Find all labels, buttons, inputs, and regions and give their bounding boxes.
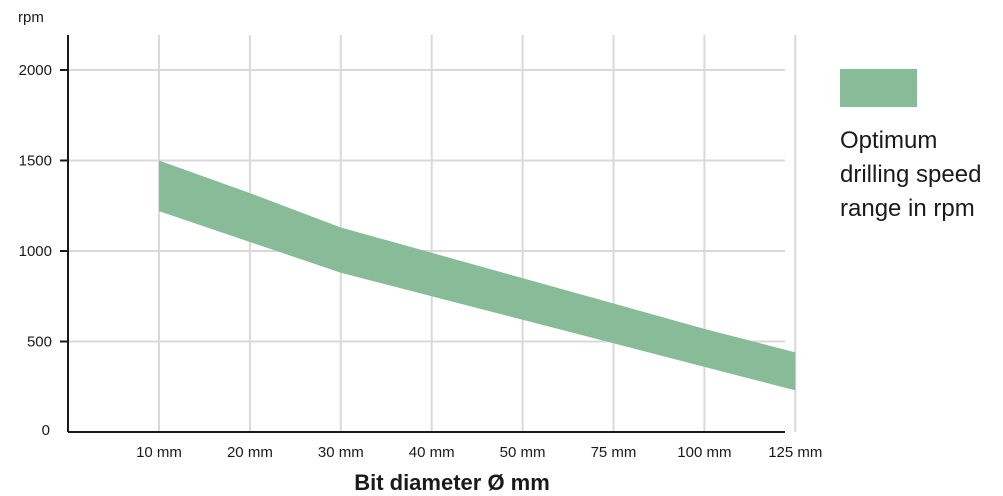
legend-label: Optimum drilling speed range in rpm <box>840 124 1003 226</box>
legend-line-2: drilling speed <box>840 161 982 188</box>
y-tick-label-0: 0 <box>42 422 50 439</box>
axes <box>60 35 785 433</box>
x-tick-label-3: 40 mm <box>409 444 455 461</box>
x-tick-labels: 10 mm 20 mm 30 mm 40 mm 50 mm 75 mm 100 mm 125 … <box>136 444 822 461</box>
y-tick-label-500: 500 <box>27 334 52 351</box>
y-axis-label: rpm <box>18 9 44 26</box>
x-tick-label-7: 125 mm <box>768 444 822 461</box>
x-tick-label-6: 100 mm <box>677 444 731 461</box>
y-tick-label-2000: 2000 <box>19 62 52 79</box>
x-tick-label-1: 20 mm <box>227 444 273 461</box>
speed-band <box>159 160 796 391</box>
speed-range-area-0 <box>159 160 796 391</box>
x-tick-label-4: 50 mm <box>500 444 546 461</box>
legend-line-1: Optimum <box>840 127 938 154</box>
x-axis-label: Bit diameter Ø mm <box>354 470 550 495</box>
x-tick-label-5: 75 mm <box>591 444 637 461</box>
y-tick-label-1500: 1500 <box>19 153 52 170</box>
legend-line-3: range in rpm <box>840 195 975 222</box>
legend-swatch <box>840 69 917 107</box>
x-tick-label-0: 10 mm <box>136 444 182 461</box>
y-tick-labels: 0 500 1000 1500 2000 <box>19 62 52 439</box>
grid-lines <box>68 35 797 432</box>
x-tick-label-2: 30 mm <box>318 444 364 461</box>
y-tick-label-1000: 1000 <box>19 243 52 260</box>
